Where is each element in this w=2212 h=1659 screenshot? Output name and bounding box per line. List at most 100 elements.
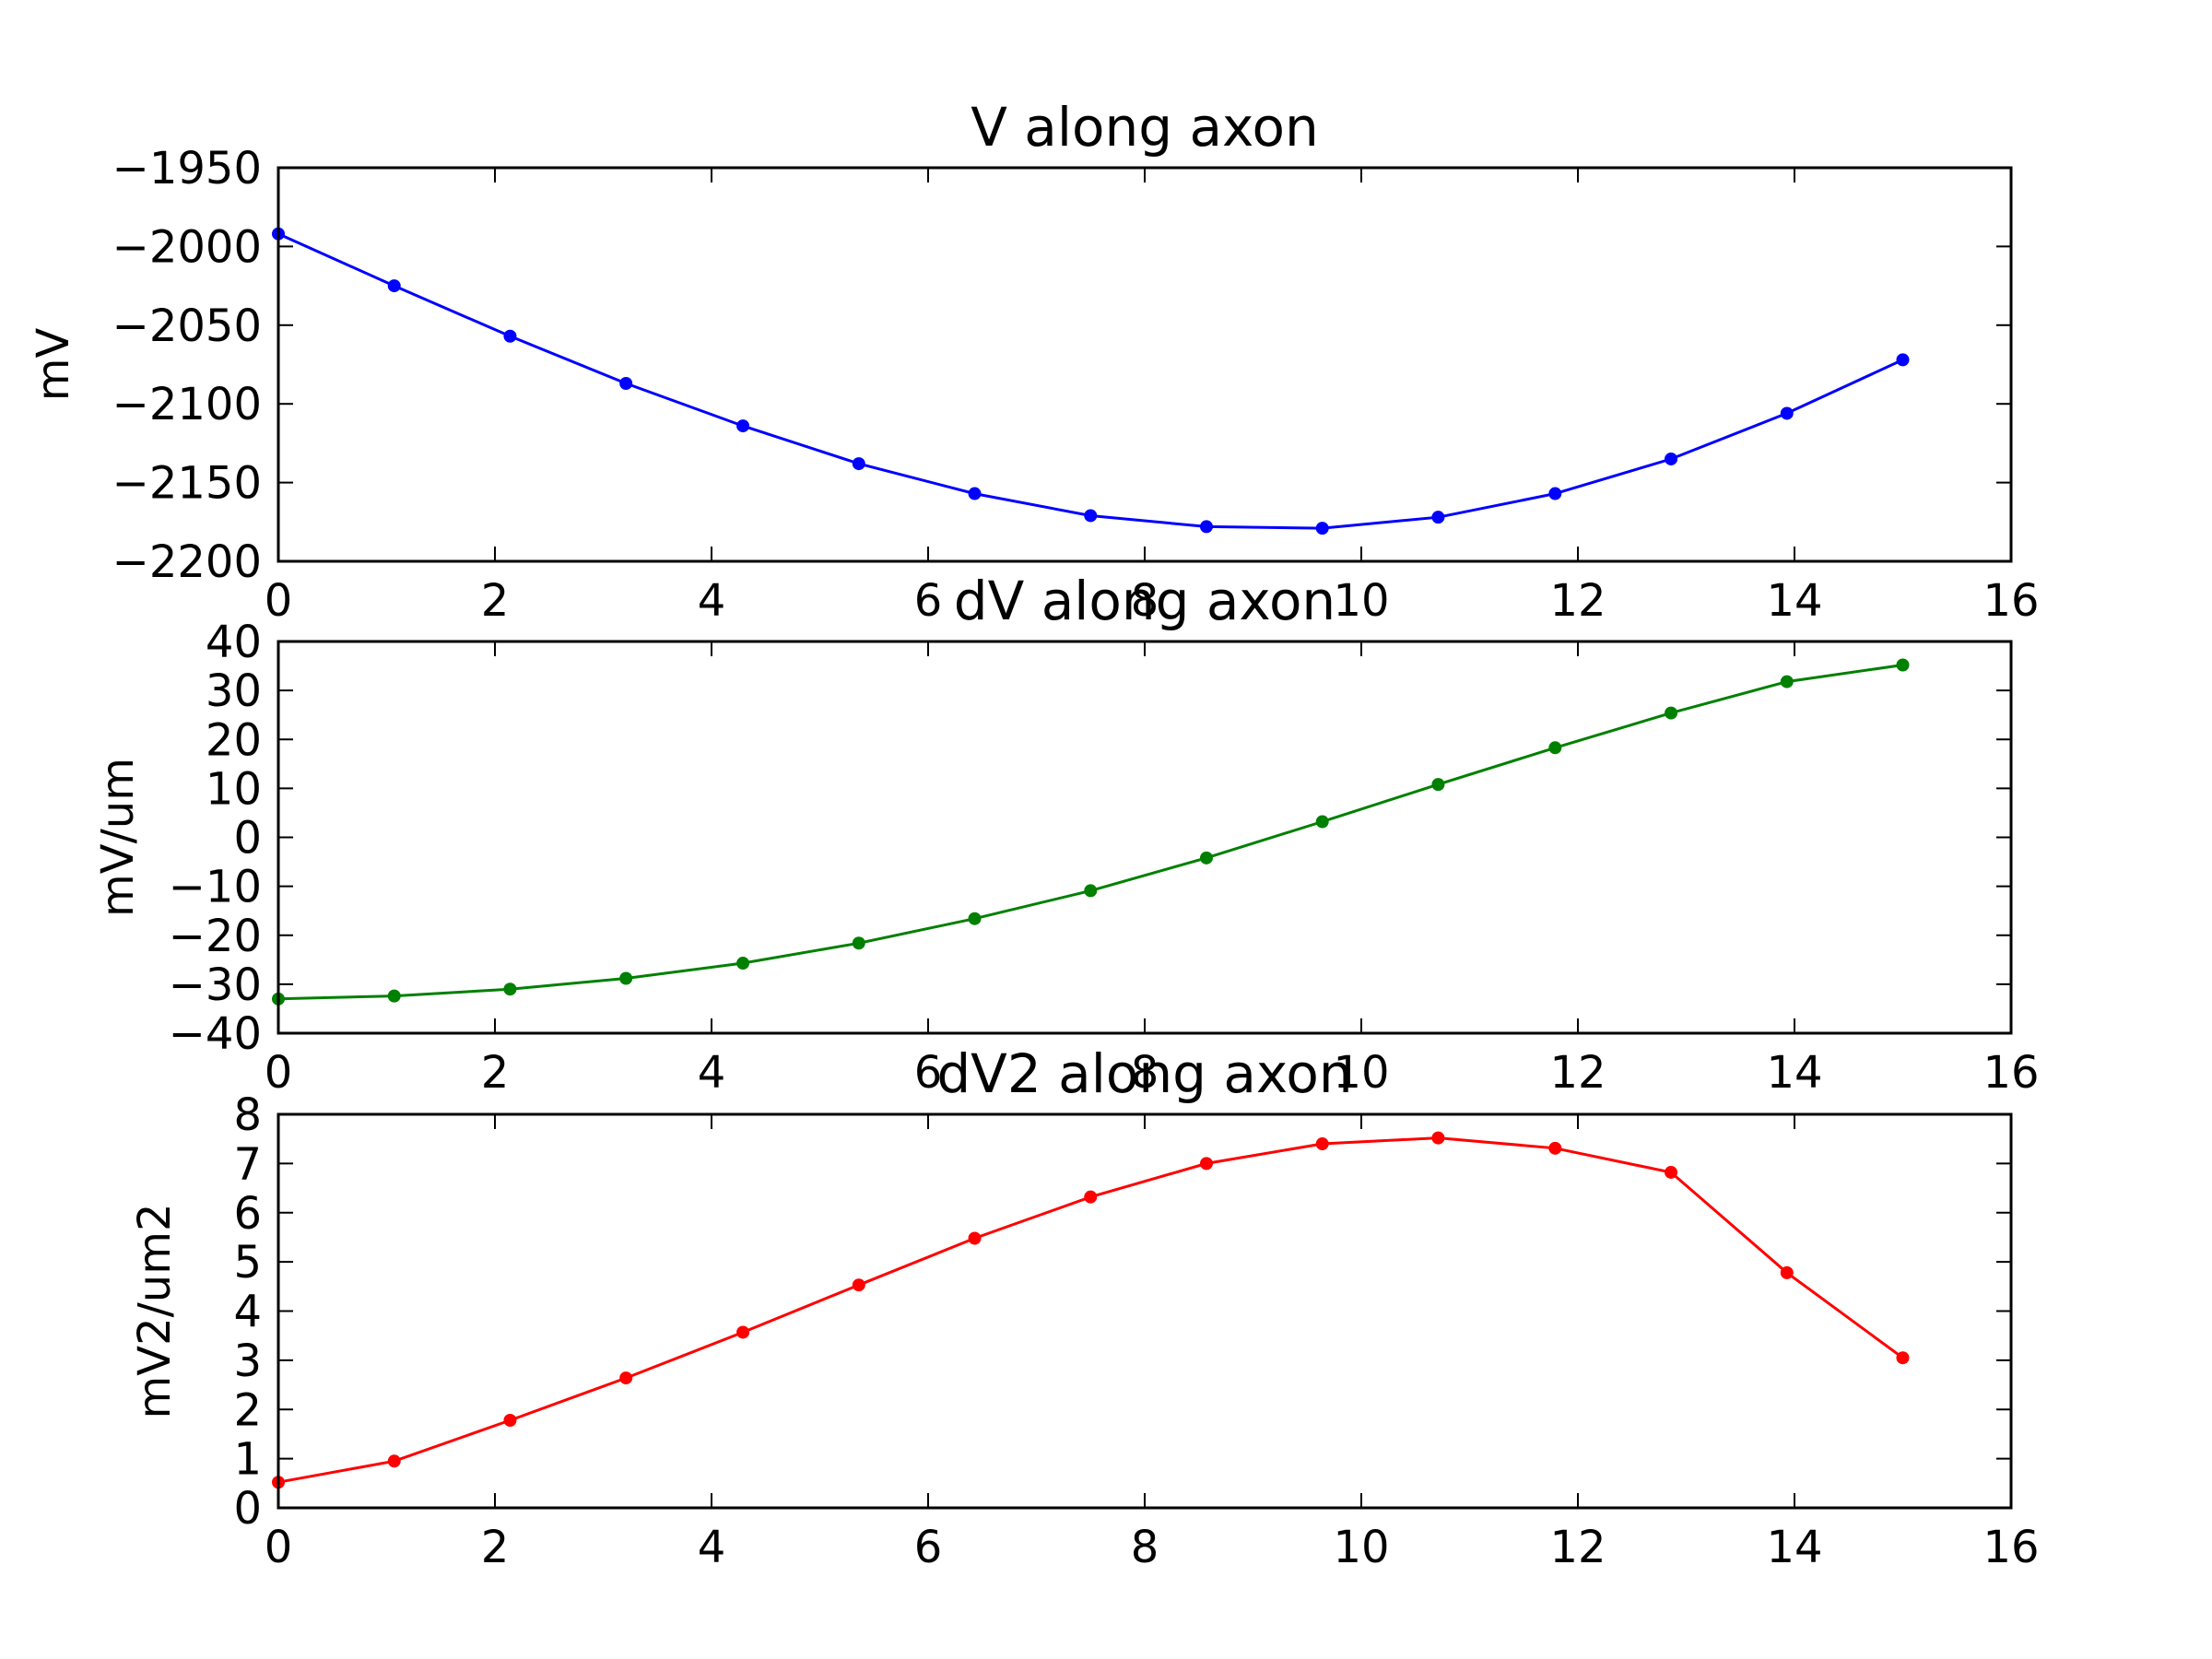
data-point [736, 957, 750, 971]
data-point [1896, 1351, 1910, 1365]
x-tick-label: 10 [1333, 575, 1389, 627]
x-tick-label: 0 [265, 1047, 293, 1099]
y-tick-label: −40 [169, 1008, 262, 1060]
x-tick-label: 8 [1131, 575, 1159, 627]
x-tick-label: 2 [481, 575, 510, 627]
data-point [1780, 675, 1794, 688]
data-point [503, 329, 517, 343]
x-tick-label: 8 [1131, 1522, 1159, 1573]
data-point [619, 971, 633, 985]
x-tick-label: 12 [1549, 575, 1606, 627]
x-tick-label: 12 [1549, 1522, 1606, 1573]
data-point [968, 1231, 982, 1245]
x-tick-label: 2 [481, 1522, 510, 1573]
subplots: 0 2 4 6 8 10 12 14 16−2200−2150−2100−2050−2000−1… [28, 96, 2040, 1573]
x-tick-label: 0 [265, 575, 293, 627]
x-tick-label: 0 [265, 1522, 293, 1573]
x-tick-label: 4 [698, 575, 726, 627]
subplot-1: 0 2 4 6 8 10 12 14 16 −2200 −2150 −2100 −2050 −2000 −1… [28, 96, 2040, 627]
data-point [1084, 884, 1098, 898]
y-axis-label: mV2/um2 [129, 1203, 181, 1418]
data-point [1199, 851, 1213, 865]
x-tick-label: 16 [1983, 1522, 2039, 1573]
y-tick-label: −2000 [112, 221, 262, 273]
data-point [1548, 1141, 1562, 1155]
y-tick-label: −2050 [112, 300, 262, 352]
data-point [852, 936, 865, 950]
y-tick-label: 7 [233, 1138, 262, 1190]
x-tick-label: 6 [914, 1522, 943, 1573]
data-point [1665, 706, 1678, 720]
y-tick-label: 4 [233, 1287, 262, 1338]
x-tick-label: 16 [1983, 575, 2039, 627]
data-point [1315, 815, 1329, 829]
data-point [387, 989, 401, 1003]
y-tick-label: 30 [206, 665, 262, 717]
y-tick-label: 6 [233, 1188, 262, 1240]
data-point [619, 376, 633, 390]
data-point [1084, 509, 1098, 523]
axes-frame [276, 1112, 2013, 1510]
x-tick-label: 10 [1333, 1522, 1389, 1573]
data-point [852, 457, 865, 471]
y-tick-label: 8 [233, 1089, 262, 1141]
data-point [1431, 511, 1445, 524]
y-tick-label: −20 [169, 911, 262, 962]
data-point [1315, 522, 1329, 535]
x-tick-label: 14 [1766, 575, 1822, 627]
y-tick-label: 40 [206, 617, 262, 668]
y-axis-label: mV [28, 328, 79, 402]
x-tick-label: 6 [914, 575, 943, 627]
y-tick-label: 1 [233, 1434, 262, 1486]
y-tick-label: 10 [206, 763, 262, 815]
chart-title: dV along axon [954, 570, 1335, 632]
data-point [1780, 1265, 1794, 1279]
y-tick-label: 5 [233, 1237, 262, 1288]
x-tick-label: 8 [1131, 1047, 1159, 1099]
axes-frame [276, 166, 2013, 563]
data-point [503, 982, 517, 996]
y-tick-label: 2 [233, 1384, 262, 1436]
y-tick-label: 20 [206, 714, 262, 766]
data-point [387, 1454, 401, 1468]
axes-frame [276, 640, 2013, 1035]
y-tick-label: −30 [169, 959, 262, 1011]
x-tick-label: 4 [698, 1047, 726, 1099]
chart-title: dV2 along axon [936, 1042, 1352, 1105]
x-tick-label: 14 [1766, 1047, 1822, 1099]
data-point [1665, 452, 1678, 465]
data-point [1199, 1157, 1213, 1171]
data-point [968, 912, 982, 925]
y-tick-label: −10 [169, 862, 262, 913]
data-point [736, 1325, 750, 1339]
data-point [1431, 778, 1445, 792]
y-tick-label: 0 [233, 1483, 262, 1535]
data-point [1315, 1137, 1329, 1151]
data-point [503, 1413, 517, 1427]
data-point [1548, 487, 1562, 500]
y-tick-label: −2100 [112, 379, 262, 430]
x-tick-label: 10 [1333, 1047, 1389, 1099]
y-axis-label: mV/um [92, 758, 144, 917]
y-tick-label: −2150 [112, 458, 262, 510]
data-point [1431, 1131, 1445, 1145]
data-point [1665, 1165, 1678, 1179]
data-point [1548, 741, 1562, 755]
data-point [852, 1278, 865, 1292]
x-tick-label: 16 [1983, 1047, 2039, 1099]
data-point [1896, 658, 1910, 672]
data-point [1780, 406, 1794, 420]
x-tick-label: 2 [481, 1047, 510, 1099]
x-tick-label: 14 [1766, 1522, 1822, 1573]
data-point [1084, 1190, 1098, 1204]
x-tick-label: 12 [1549, 1047, 1606, 1099]
y-tick-label: 3 [233, 1335, 262, 1387]
data-point [1896, 353, 1910, 367]
data-point [387, 279, 401, 293]
chart-title: V along axon [971, 96, 1319, 159]
x-tick-label: 4 [698, 1522, 726, 1573]
